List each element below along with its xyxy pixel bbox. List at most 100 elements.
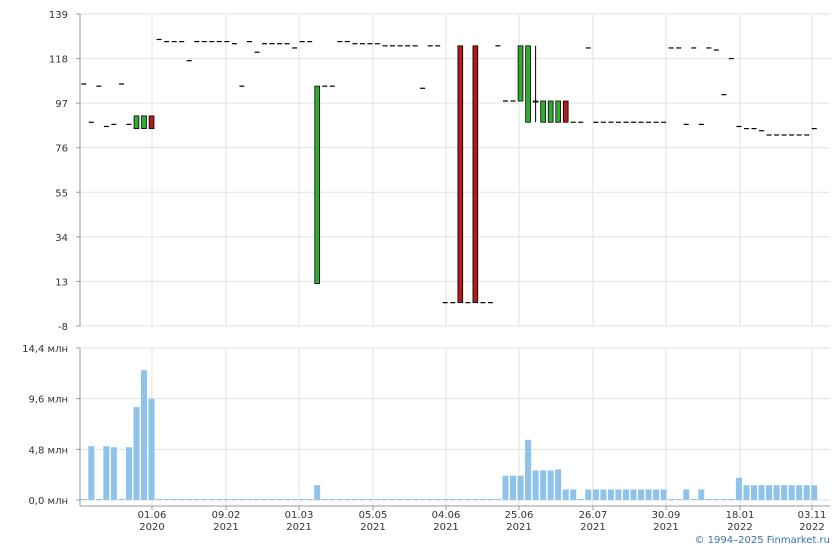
volume-bar (570, 489, 577, 500)
volume-bar (261, 498, 268, 500)
volume-tick-label: 9,6 млн (28, 395, 68, 406)
volume-bar (449, 498, 456, 500)
volume-bar (344, 498, 351, 500)
volume-bar (269, 498, 276, 500)
volume-bar (472, 498, 479, 500)
x-tick-year: 2021 (286, 522, 311, 533)
price-candles (81, 38, 817, 304)
volume-bar (299, 498, 306, 500)
volume-bar (163, 498, 170, 500)
volume-bar (811, 485, 818, 500)
volume-bar (314, 485, 321, 500)
x-tick-day: 01.06 (138, 510, 167, 521)
volume-bar (645, 489, 652, 500)
volume-bar (577, 498, 584, 500)
volume-bar (148, 398, 155, 500)
volume-bar (630, 489, 637, 500)
volume-bar (231, 498, 238, 500)
volume-bar (404, 498, 411, 500)
volume-bar (705, 498, 712, 500)
volume-bar (125, 447, 132, 500)
volume-bar (479, 498, 486, 500)
volume-bar (80, 498, 87, 500)
volume-bar (103, 446, 110, 500)
volume-bar (246, 498, 253, 500)
volume-bar (585, 489, 592, 500)
volume-bar (562, 489, 569, 500)
volume-bar (758, 485, 765, 500)
volume-bar (178, 498, 185, 500)
candle-up (547, 100, 554, 123)
volume-bar (223, 498, 230, 500)
volume-bar (735, 477, 742, 500)
candle-down (148, 115, 155, 130)
price-tick-label: 139 (49, 10, 68, 21)
volume-bar (509, 475, 517, 500)
volume-bar (720, 498, 727, 500)
candle-up (540, 100, 546, 123)
volume-tick-label: 0,0 млн (28, 496, 68, 507)
volume-bar (555, 469, 562, 500)
price-tick-label: 97 (55, 99, 68, 110)
volume-bar (547, 470, 554, 500)
volume-bar (88, 446, 95, 500)
volume-bar (434, 498, 441, 500)
volume-bar (592, 489, 599, 500)
volume-bar (291, 498, 298, 500)
candle-up (525, 45, 531, 123)
copyright-text[interactable]: © 1994–2025 Finmarket.ru (694, 535, 830, 546)
volume-bar (427, 498, 434, 500)
volume-bar (419, 498, 426, 500)
candle-down (457, 45, 464, 304)
volume-tick-label: 4,8 млн (28, 445, 68, 456)
candle-down (472, 45, 479, 304)
volume-bar (653, 489, 660, 500)
volume-bar (306, 498, 313, 500)
volume-bar (208, 498, 215, 500)
volume-bar (118, 498, 125, 500)
x-tick-day: 04.06 (432, 510, 461, 521)
volume-bar (796, 485, 803, 500)
price-tick-label: 55 (55, 188, 68, 199)
x-tick-year: 2020 (139, 522, 164, 533)
x-tick-year: 2021 (433, 522, 458, 533)
candle-up (133, 115, 140, 130)
volume-bar (668, 498, 675, 500)
x-tick-year: 2021 (213, 522, 238, 533)
x-tick-year: 2021 (506, 522, 531, 533)
x-tick-year: 2021 (653, 522, 678, 533)
volume-bar (110, 447, 117, 500)
volume-bar (743, 485, 750, 500)
volume-bar (464, 498, 471, 500)
volume-bar (487, 498, 494, 500)
volume-bar (788, 485, 795, 500)
candle-up (314, 85, 321, 284)
volume-bar (442, 498, 449, 500)
volume-bar (698, 489, 705, 500)
volume-bar (329, 498, 336, 500)
volume-bar (517, 475, 524, 500)
candle-up (555, 100, 562, 123)
x-axis: 01.06202009.02202101.03202105.05202104.0… (138, 506, 826, 533)
volume-bar (773, 485, 780, 500)
volume-bar (690, 498, 697, 500)
x-tick-year: 2022 (799, 522, 824, 533)
volume-bar (494, 498, 501, 500)
volume-bar (683, 489, 690, 500)
volume-bar (525, 439, 532, 500)
volume-bar (766, 485, 773, 500)
x-tick-day: 26.07 (579, 510, 608, 521)
volume-bar (412, 498, 419, 500)
x-tick-day: 01.03 (285, 510, 314, 521)
volume-bar (397, 498, 404, 500)
volume-bar (193, 498, 200, 500)
volume-bar (381, 498, 389, 500)
x-tick-day: 30.09 (652, 510, 681, 521)
volume-bar (540, 470, 547, 500)
volume-bar (615, 489, 622, 500)
candle-down (562, 100, 569, 123)
volume-tick-label: 14,4 млн (22, 344, 68, 355)
volume-bar (728, 498, 735, 500)
x-tick-day: 25.06 (505, 510, 534, 521)
